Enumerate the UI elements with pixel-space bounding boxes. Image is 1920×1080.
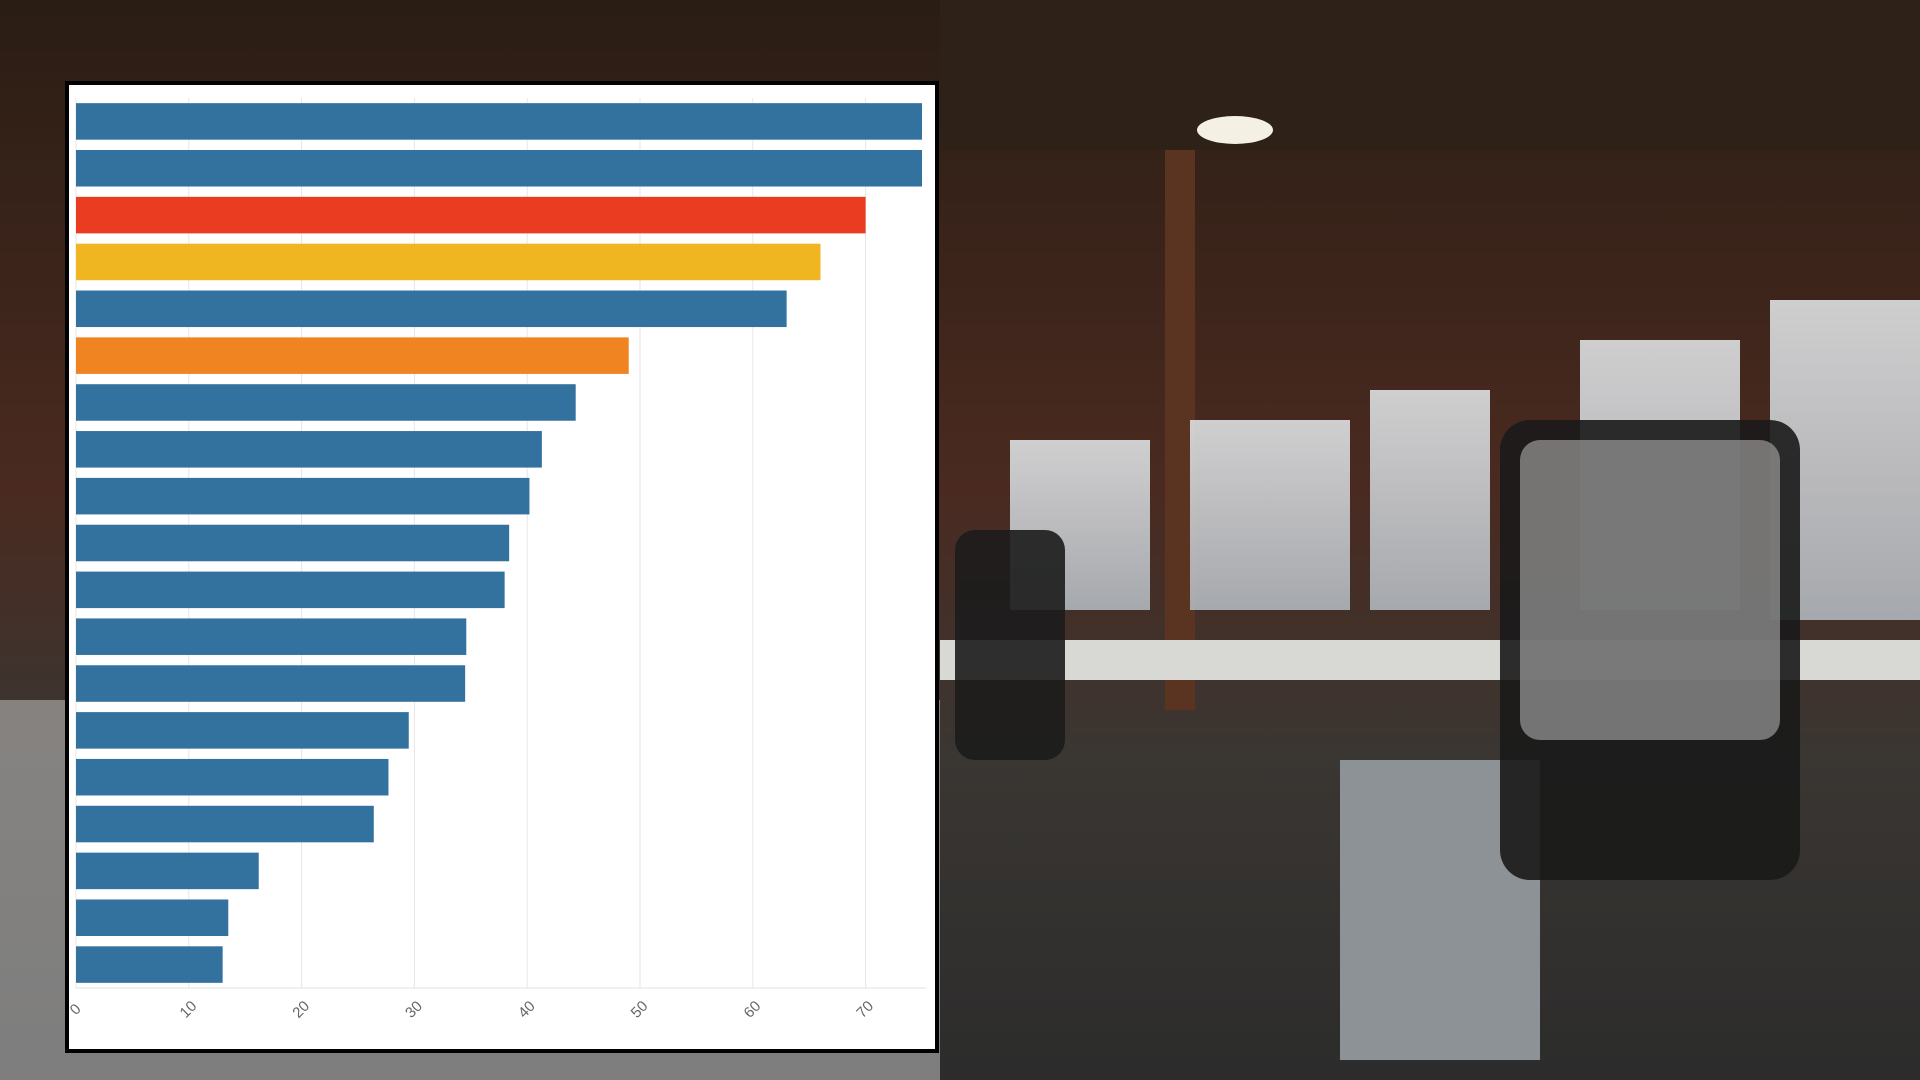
bar [76,712,409,749]
bar [76,618,467,655]
bar [76,477,530,515]
bar [76,524,510,562]
bar [76,758,389,796]
bar [76,149,922,187]
bar [76,384,576,421]
chart: 0 10 20 30 40 50 60 70 [67,98,926,1022]
bar [76,571,505,609]
bar [76,431,542,468]
bar [76,805,374,843]
bar [76,337,629,374]
bar [76,899,229,937]
bar [76,852,259,890]
bar [76,243,821,281]
bar [76,103,922,140]
bar [76,196,866,234]
bar [76,946,223,983]
bar [76,665,466,702]
bar [76,290,787,328]
